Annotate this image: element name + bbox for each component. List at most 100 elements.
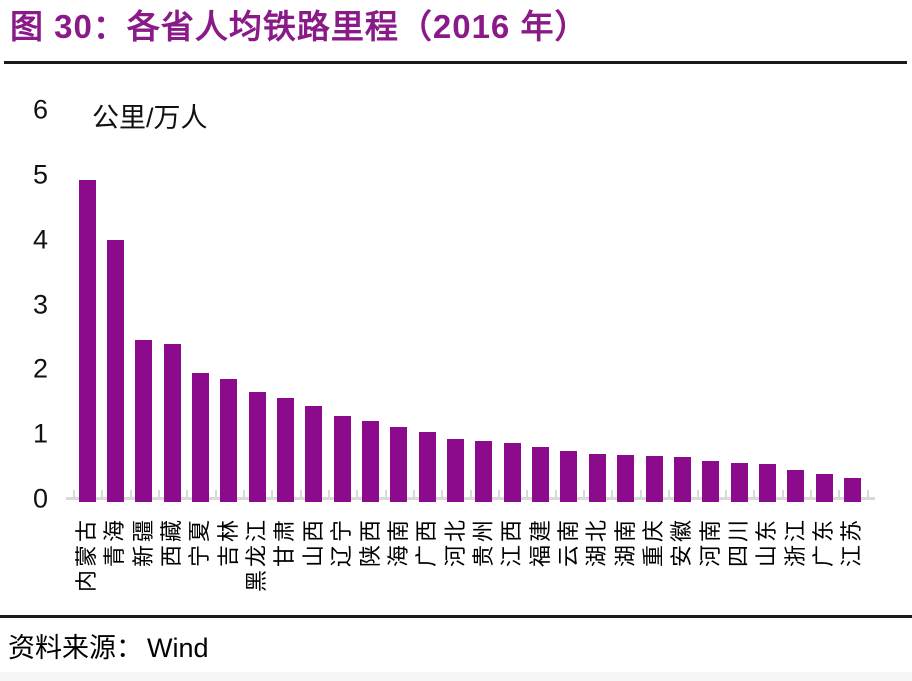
- x-axis-label-甘肃: 甘肃: [272, 517, 297, 568]
- x-axis-label-湖南: 湖南: [613, 517, 638, 568]
- x-axis-tick: [271, 490, 274, 499]
- x-axis-tick: [327, 490, 330, 499]
- bar-辽宁: [334, 416, 351, 502]
- x-axis-tick: [781, 490, 784, 499]
- x-axis-label-陕西: 陕西: [358, 517, 383, 568]
- x-axis-label-江西: 江西: [499, 517, 524, 568]
- x-axis-tick: [413, 490, 416, 499]
- x-axis-tick: [583, 490, 586, 499]
- x-axis-label-河北: 河北: [443, 517, 468, 568]
- x-axis-label-安徽: 安徽: [669, 517, 694, 568]
- x-axis-tick: [186, 490, 189, 499]
- x-axis-tick: [157, 490, 160, 499]
- x-axis-tick: [668, 490, 671, 499]
- bar-西藏: [164, 344, 181, 502]
- source-value: Wind: [147, 633, 209, 663]
- bar-黑龙江: [249, 392, 266, 502]
- y-axis-tick-label: 6: [32, 94, 48, 125]
- x-axis-tick: [384, 490, 387, 499]
- x-axis-label-河南: 河南: [698, 517, 723, 568]
- bar-湖北: [589, 454, 606, 502]
- x-axis-label-西藏: 西藏: [159, 517, 184, 568]
- x-axis-tick: [809, 490, 812, 499]
- bar-山西: [305, 406, 322, 502]
- bar-浙江: [787, 470, 804, 502]
- x-axis-label-重庆: 重庆: [641, 517, 666, 568]
- x-axis-label-黑龙江: 黑龙江: [244, 517, 269, 593]
- x-axis-label-辽宁: 辽宁: [329, 517, 354, 568]
- y-unit-label: 公里/万人: [92, 103, 208, 133]
- x-axis-label-云南: 云南: [556, 517, 581, 568]
- x-axis-label-山东: 山东: [754, 517, 779, 568]
- x-axis-tick: [441, 490, 444, 499]
- source-label: 资料来源：: [8, 633, 143, 663]
- bar-广东: [816, 474, 833, 502]
- bar-重庆: [646, 456, 663, 502]
- x-axis-tick: [866, 490, 869, 499]
- x-axis-tick: [554, 490, 557, 499]
- x-axis-tick: [611, 490, 614, 499]
- y-axis-tick-label: 4: [32, 224, 48, 255]
- bar-河南: [702, 461, 719, 502]
- bottom-strip: [0, 672, 912, 681]
- bar-内蒙古: [79, 180, 96, 502]
- x-axis-tick: [639, 490, 642, 499]
- source-divider: [0, 615, 912, 618]
- y-axis-tick-label: 0: [32, 483, 48, 514]
- title-divider: [4, 61, 907, 64]
- x-axis-label-吉林: 吉林: [216, 517, 241, 568]
- bar-贵州: [475, 441, 492, 502]
- x-axis-tick: [356, 490, 359, 499]
- x-axis-label-新疆: 新疆: [131, 517, 156, 568]
- bar-安徽: [674, 457, 691, 502]
- x-axis-tick: [242, 490, 245, 499]
- x-axis-tick: [299, 490, 302, 499]
- bar-青海: [107, 240, 124, 502]
- bar-江苏: [844, 478, 861, 502]
- bar-湖南: [617, 455, 634, 502]
- source-line: 资料来源： Wind: [8, 626, 209, 665]
- y-axis-tick-label: 2: [32, 353, 48, 384]
- bar-陕西: [362, 421, 379, 502]
- x-axis-label-四川: 四川: [726, 517, 751, 568]
- figure-title: 图 30：各省人均铁路里程（2016 年）: [10, 8, 589, 45]
- bar-云南: [560, 451, 577, 502]
- x-axis-label-湖北: 湖北: [584, 517, 609, 568]
- bar-宁夏: [192, 373, 209, 502]
- x-axis-label-山西: 山西: [301, 517, 326, 568]
- x-axis-tick: [129, 490, 132, 499]
- bar-山东: [759, 464, 776, 502]
- y-axis-tick-label: 3: [32, 289, 48, 320]
- bar-海南: [390, 427, 407, 502]
- x-axis-tick: [498, 490, 501, 499]
- x-axis-tick: [469, 490, 472, 499]
- x-axis-tick: [72, 490, 75, 499]
- bar-福建: [532, 447, 549, 502]
- x-axis-label-贵州: 贵州: [471, 517, 496, 568]
- x-axis-tick: [214, 490, 217, 499]
- x-axis-tick: [101, 490, 104, 499]
- bar-江西: [504, 443, 521, 502]
- y-axis-tick-label: 5: [32, 159, 48, 190]
- bar-吉林: [220, 379, 237, 502]
- x-axis-label-广东: 广东: [811, 517, 836, 568]
- x-axis-label-内蒙古: 内蒙古: [74, 517, 99, 593]
- x-axis-label-青海: 青海: [102, 517, 127, 568]
- x-axis-tick: [838, 490, 841, 499]
- bar-河北: [447, 439, 464, 502]
- bar-甘肃: [277, 398, 294, 502]
- bar-新疆: [135, 340, 152, 502]
- x-axis-label-福建: 福建: [528, 517, 553, 568]
- x-axis-label-广西: 广西: [414, 517, 439, 568]
- x-axis-tick: [753, 490, 756, 499]
- x-axis-tick: [696, 490, 699, 499]
- bar-广西: [419, 432, 436, 502]
- y-axis-tick-label: 1: [32, 418, 48, 449]
- x-axis-label-江苏: 江苏: [839, 517, 864, 568]
- x-axis-label-宁夏: 宁夏: [187, 517, 212, 568]
- x-axis-label-海南: 海南: [386, 517, 411, 568]
- x-axis-label-浙江: 浙江: [783, 517, 808, 568]
- x-axis-tick: [724, 490, 727, 499]
- bar-四川: [731, 463, 748, 502]
